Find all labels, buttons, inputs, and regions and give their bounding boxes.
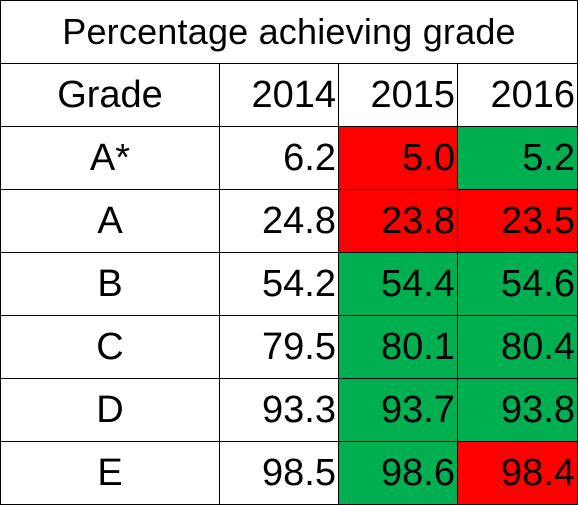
value-cell-2016: 98.4 xyxy=(456,441,578,505)
value-cell-2015: 80.1 xyxy=(338,315,458,379)
table-row: A* 6.2 5.0 5.2 xyxy=(0,126,578,190)
title-row: Percentage achieving grade xyxy=(0,0,578,64)
value-cell-2016: 23.5 xyxy=(456,189,578,253)
grade-label-cell: D xyxy=(0,378,220,442)
grade-label-cell: A* xyxy=(0,126,220,190)
grade-label-cell: C xyxy=(0,315,220,379)
value-cell-2016: 80.4 xyxy=(456,315,578,379)
value-cell-2015: 93.7 xyxy=(338,378,458,442)
value-cell-2016: 93.8 xyxy=(456,378,578,442)
table-row: B 54.2 54.4 54.6 xyxy=(0,252,578,316)
value-cell-2014: 24.8 xyxy=(219,189,339,253)
value-cell-2015: 98.6 xyxy=(338,441,458,505)
column-header-grade: Grade xyxy=(0,63,220,127)
value-cell-2014: 79.5 xyxy=(219,315,339,379)
table-row: A 24.8 23.8 23.5 xyxy=(0,189,578,253)
table-title: Percentage achieving grade xyxy=(0,0,578,64)
value-cell-2016: 54.6 xyxy=(456,252,578,316)
value-cell-2016: 5.2 xyxy=(456,126,578,190)
grade-label-cell: B xyxy=(0,252,220,316)
value-cell-2015: 23.8 xyxy=(338,189,458,253)
table-row: E 98.5 98.6 98.4 xyxy=(0,441,578,505)
table-row: D 93.3 93.7 93.8 xyxy=(0,378,578,442)
column-header-2015: 2015 xyxy=(338,63,458,127)
value-cell-2015: 54.4 xyxy=(338,252,458,316)
value-cell-2014: 6.2 xyxy=(219,126,339,190)
table-body: A* 6.2 5.0 5.2 A 24.8 23.8 23.5 B 54.2 54.4 54.6 C 79… xyxy=(0,126,578,505)
header-row: Grade 2014 2015 2016 xyxy=(0,63,578,127)
value-cell-2014: 98.5 xyxy=(219,441,339,505)
column-header-2016: 2016 xyxy=(456,63,578,127)
value-cell-2015: 5.0 xyxy=(338,126,458,190)
grade-label-cell: A xyxy=(0,189,220,253)
value-cell-2014: 93.3 xyxy=(219,378,339,442)
table-row: C 79.5 80.1 80.4 xyxy=(0,315,578,379)
column-header-2014: 2014 xyxy=(219,63,339,127)
grade-label-cell: E xyxy=(0,441,220,505)
value-cell-2014: 54.2 xyxy=(219,252,339,316)
